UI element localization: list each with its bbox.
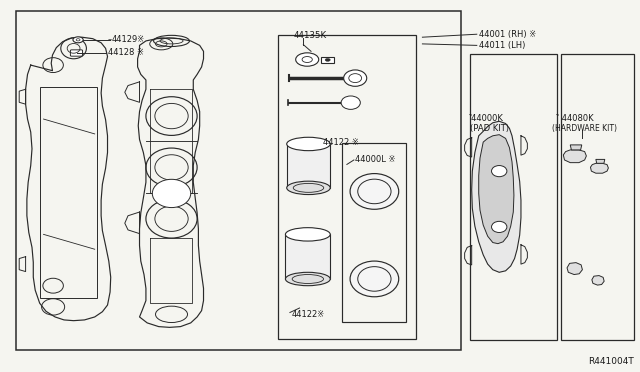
- Ellipse shape: [152, 179, 191, 208]
- Text: 44122※: 44122※: [292, 310, 325, 319]
- Bar: [287, 144, 330, 188]
- Ellipse shape: [350, 261, 399, 297]
- Text: 44129※: 44129※: [112, 35, 145, 44]
- Ellipse shape: [287, 181, 330, 195]
- Polygon shape: [567, 263, 582, 275]
- Bar: [16, 11, 461, 350]
- Bar: [470, 54, 557, 340]
- Polygon shape: [591, 163, 609, 173]
- Polygon shape: [596, 160, 605, 163]
- Ellipse shape: [344, 70, 367, 86]
- Polygon shape: [479, 135, 514, 244]
- Ellipse shape: [285, 228, 330, 241]
- Text: R441004T: R441004T: [588, 357, 634, 366]
- Text: 44011 (LH): 44011 (LH): [479, 41, 525, 50]
- Bar: [40, 87, 97, 298]
- Text: ‶ 44080K: ‶ 44080K: [556, 114, 593, 123]
- Polygon shape: [570, 145, 582, 150]
- Ellipse shape: [341, 96, 360, 109]
- Ellipse shape: [492, 221, 507, 232]
- Bar: [278, 35, 416, 339]
- Polygon shape: [563, 150, 586, 163]
- Bar: [285, 234, 330, 279]
- Text: ‶44000K: ‶44000K: [468, 114, 503, 123]
- Text: 44122 ※: 44122 ※: [323, 138, 359, 147]
- Ellipse shape: [285, 272, 330, 286]
- FancyBboxPatch shape: [70, 50, 83, 56]
- Ellipse shape: [350, 174, 399, 209]
- Ellipse shape: [287, 137, 330, 151]
- Text: 44135K: 44135K: [293, 31, 326, 40]
- Text: 44000L ※: 44000L ※: [355, 155, 396, 164]
- Ellipse shape: [492, 166, 507, 177]
- Bar: [342, 143, 406, 322]
- Ellipse shape: [325, 58, 330, 61]
- Polygon shape: [472, 121, 521, 272]
- Text: 44001 (RH) ※: 44001 (RH) ※: [479, 30, 536, 39]
- Bar: [561, 54, 634, 340]
- Text: (PAD KIT): (PAD KIT): [470, 124, 509, 133]
- Ellipse shape: [73, 37, 83, 43]
- Ellipse shape: [296, 53, 319, 66]
- Text: (HARDWARE KIT): (HARDWARE KIT): [552, 124, 617, 133]
- Polygon shape: [592, 276, 604, 285]
- Bar: [321, 57, 334, 63]
- Text: 44128 ※: 44128 ※: [108, 48, 143, 57]
